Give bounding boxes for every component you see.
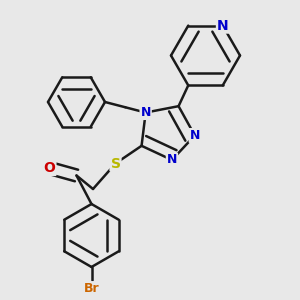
Text: O: O [44, 161, 56, 175]
Text: N: N [167, 154, 177, 166]
Text: N: N [217, 19, 229, 33]
Text: N: N [190, 129, 200, 142]
Text: N: N [140, 106, 151, 119]
Text: S: S [110, 157, 121, 170]
Text: Br: Br [84, 282, 99, 295]
